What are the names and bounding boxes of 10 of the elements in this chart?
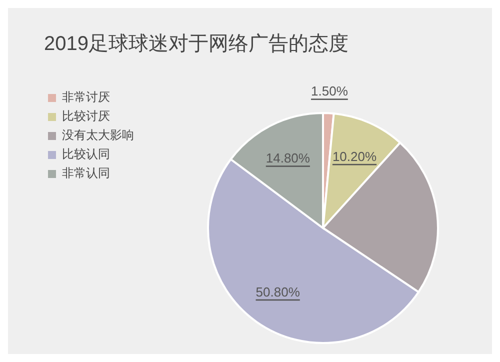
legend-label: 比较认同 xyxy=(62,146,110,163)
legend-label: 非常认同 xyxy=(62,165,110,182)
data-label: 10.20% xyxy=(332,148,377,164)
data-label: 1.50% xyxy=(311,84,348,99)
legend-label: 非常讨厌 xyxy=(62,89,110,106)
legend-label: 比较讨厌 xyxy=(62,108,110,125)
data-label: 50.80% xyxy=(256,284,300,300)
legend-label: 没有太大影响 xyxy=(62,127,134,144)
chart-title: 2019足球球迷对于网络广告的态度 xyxy=(44,32,348,57)
data-label: 14.80% xyxy=(266,150,310,166)
